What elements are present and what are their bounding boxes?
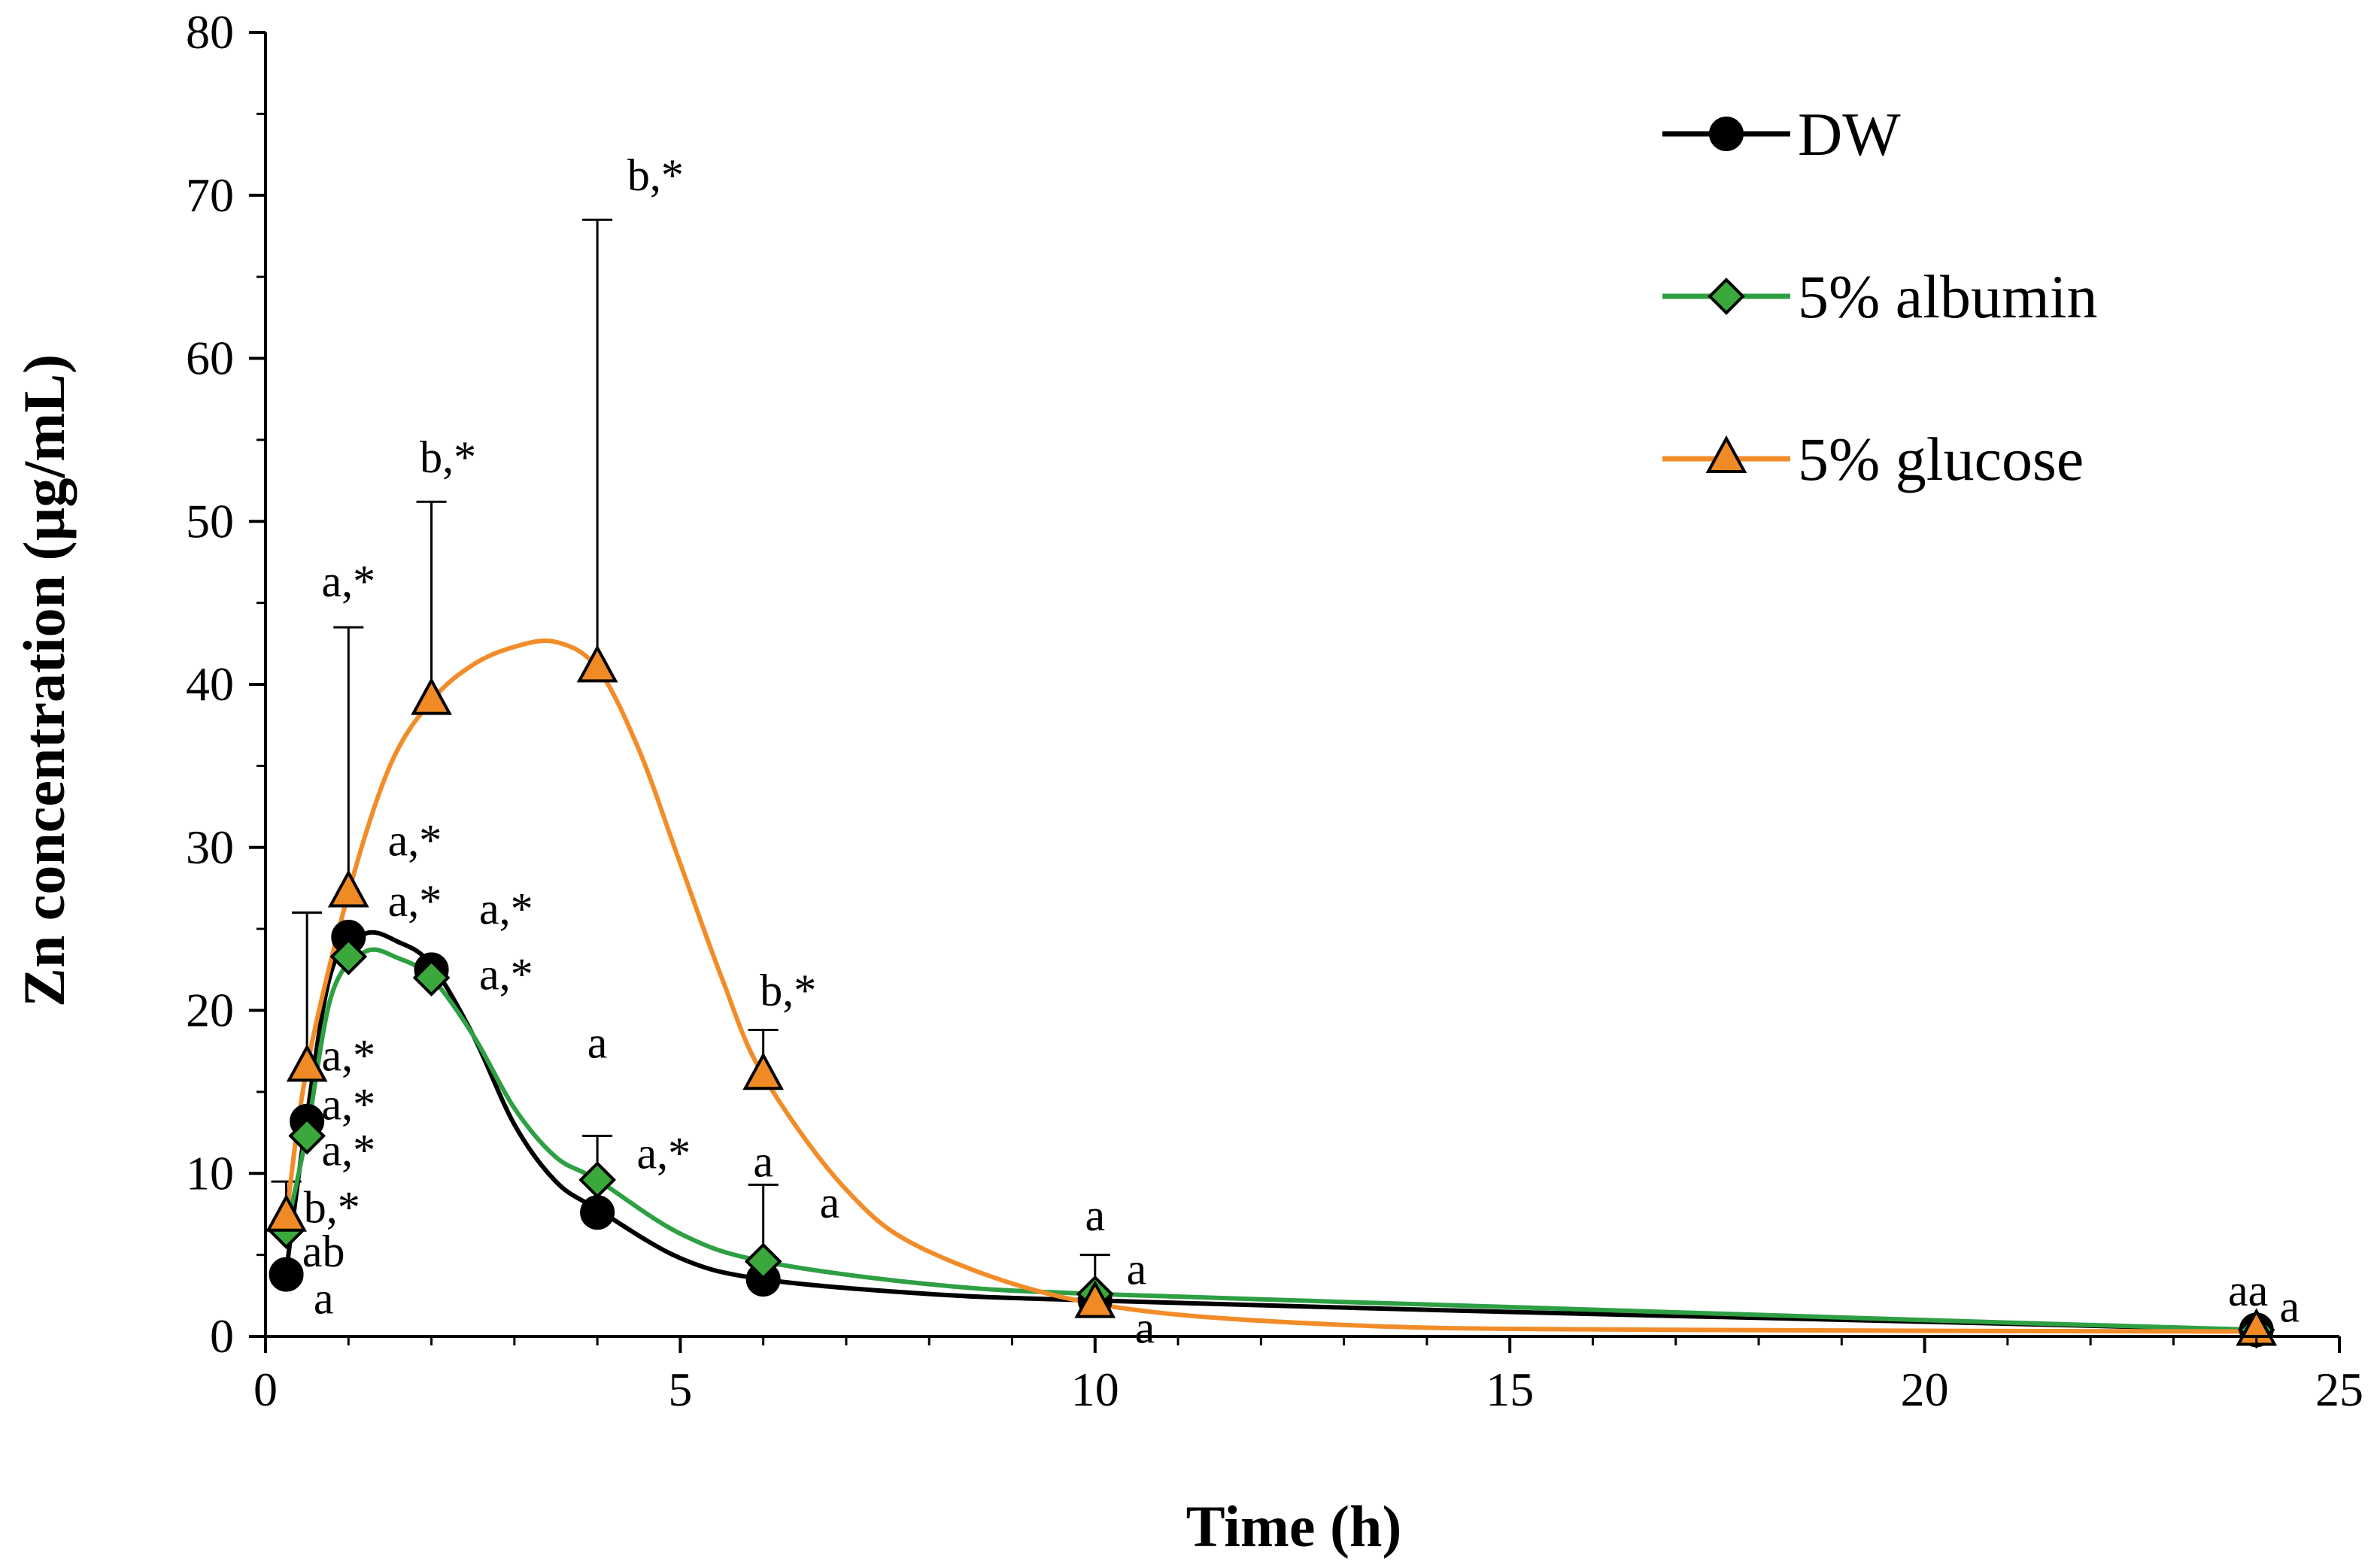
- series-line-5-albumin: [284, 947, 2257, 1333]
- y-tick-label: 80: [186, 5, 234, 59]
- significance-label: a: [2280, 1281, 2300, 1331]
- axes: 0 10 20 30 40 50 60 70 80 0 5 10 15 20 25: [186, 5, 2363, 1416]
- significance-label: a,*: [388, 816, 442, 866]
- data-point-dw: [580, 1195, 615, 1230]
- plot-area: b,*b,*a,*a,*a,* a,*a,*a,*a,*a,*b,*abaaa,*…: [266, 150, 2300, 1353]
- data-point-5-albumin: [288, 1117, 326, 1155]
- data-point-5-albumin: [412, 959, 451, 996]
- x-tick-label: 25: [2315, 1363, 2363, 1416]
- series-line-5-glucose: [284, 638, 2257, 1334]
- significance-label: a: [820, 1178, 840, 1227]
- y-tick-label: 30: [186, 820, 234, 874]
- significance-label: a: [1135, 1303, 1155, 1353]
- x-tick-label: 0: [253, 1363, 278, 1416]
- significance-label: a,*: [321, 1031, 375, 1081]
- data-point-5-glucose: [742, 1052, 785, 1090]
- data-point-5-glucose: [266, 1193, 307, 1232]
- significance-label: a,*: [321, 1125, 375, 1175]
- data-point-5-albumin: [578, 1161, 616, 1199]
- significance-label: b,*: [304, 1182, 360, 1232]
- y-tick-label: 10: [186, 1146, 234, 1200]
- y-tick-label: 50: [186, 494, 234, 547]
- y-axis-title: Zn concentration (µg/mL): [11, 354, 77, 1007]
- x-tick-label: 5: [668, 1363, 692, 1416]
- legend-marker-dw: [1709, 117, 1744, 151]
- significance-label: ab: [302, 1227, 345, 1276]
- significance-label: a,*: [388, 876, 442, 926]
- significance-label: a: [1127, 1245, 1147, 1294]
- y-tick-label: 40: [186, 657, 234, 711]
- x-tick-label: 15: [1486, 1363, 1534, 1416]
- significance-label: b,*: [627, 150, 684, 200]
- data-point-5-glucose: [1074, 1280, 1116, 1318]
- legend-label-dw: DW: [1798, 100, 1901, 168]
- significance-label: b,*: [420, 432, 476, 482]
- significance-label: a: [314, 1274, 334, 1324]
- significance-label: a: [1085, 1190, 1105, 1240]
- significance-label: aa: [2228, 1266, 2268, 1315]
- significance-label: a,*: [637, 1129, 691, 1178]
- legend-label-5-albumin: 5% albumin: [1798, 262, 2098, 331]
- data-point-5-glucose: [411, 677, 452, 715]
- significance-label: a,*: [479, 884, 533, 934]
- significance-label: a,*: [321, 1080, 375, 1130]
- significance-label: a: [753, 1137, 773, 1187]
- data-point-dw: [269, 1257, 304, 1292]
- legend: DW 5% albumin 5% glucose: [1662, 100, 2098, 493]
- legend-label-5-glucose: 5% glucose: [1798, 425, 2084, 493]
- data-point-5-glucose: [327, 869, 369, 908]
- significance-label: a,*: [479, 949, 533, 999]
- data-point-5-glucose: [286, 1044, 328, 1082]
- x-tick-label: 10: [1071, 1363, 1119, 1416]
- significance-label: a,*: [321, 557, 375, 606]
- x-tick-label: 20: [1901, 1363, 1949, 1416]
- significance-label: b,*: [760, 966, 816, 1015]
- legend-marker-5-glucose: [1705, 435, 1747, 473]
- x-axis-title: Time (h): [1186, 1494, 1402, 1559]
- legend-marker-5-albumin: [1708, 278, 1745, 315]
- y-tick-label: 20: [186, 984, 234, 1037]
- y-tick-label: 60: [186, 332, 234, 385]
- y-tick-label: 0: [210, 1309, 234, 1363]
- y-tick-label: 70: [186, 168, 234, 222]
- data-point-5-albumin: [744, 1242, 782, 1281]
- data-point-5-glucose: [576, 645, 618, 683]
- data-point-5-albumin: [329, 938, 368, 975]
- significance-label: a: [587, 1018, 608, 1067]
